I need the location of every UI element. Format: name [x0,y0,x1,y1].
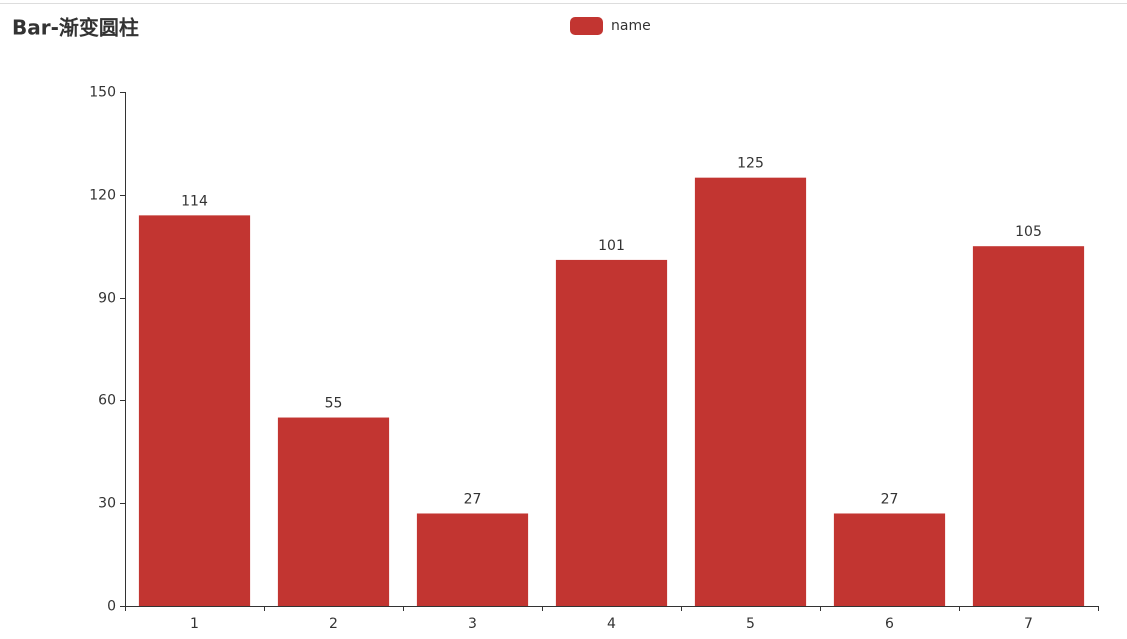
bar [694,177,807,606]
x-tick-label: 3 [468,616,477,632]
bar [277,417,390,606]
value-label: 55 [325,396,343,412]
legend-swatch [570,17,603,35]
x-tick-label: 5 [746,616,755,632]
y-tick-label: 0 [107,599,116,615]
value-label: 114 [181,193,208,209]
x-tick-label: 7 [1024,616,1033,632]
y-tick-label: 60 [98,393,116,409]
x-tick-label: 6 [885,616,894,632]
y-tick-label: 30 [98,496,116,512]
value-label: 105 [1015,224,1042,240]
x-tick-label: 1 [190,616,199,632]
y-tick-label: 120 [89,188,116,204]
value-label: 125 [737,156,764,172]
chart-title: Bar-渐变圆柱 [12,16,139,40]
x-tick-label: 2 [329,616,338,632]
value-label: 27 [464,491,482,507]
bar [555,259,668,606]
y-tick-label: 90 [98,291,116,307]
bar [972,246,1085,606]
legend-label: name [611,18,651,34]
value-label: 27 [881,491,899,507]
bar [833,513,946,606]
bar [138,215,251,607]
bar [416,513,529,606]
y-tick-label: 150 [89,85,116,101]
x-tick-label: 4 [607,616,616,632]
value-label: 101 [598,238,625,254]
